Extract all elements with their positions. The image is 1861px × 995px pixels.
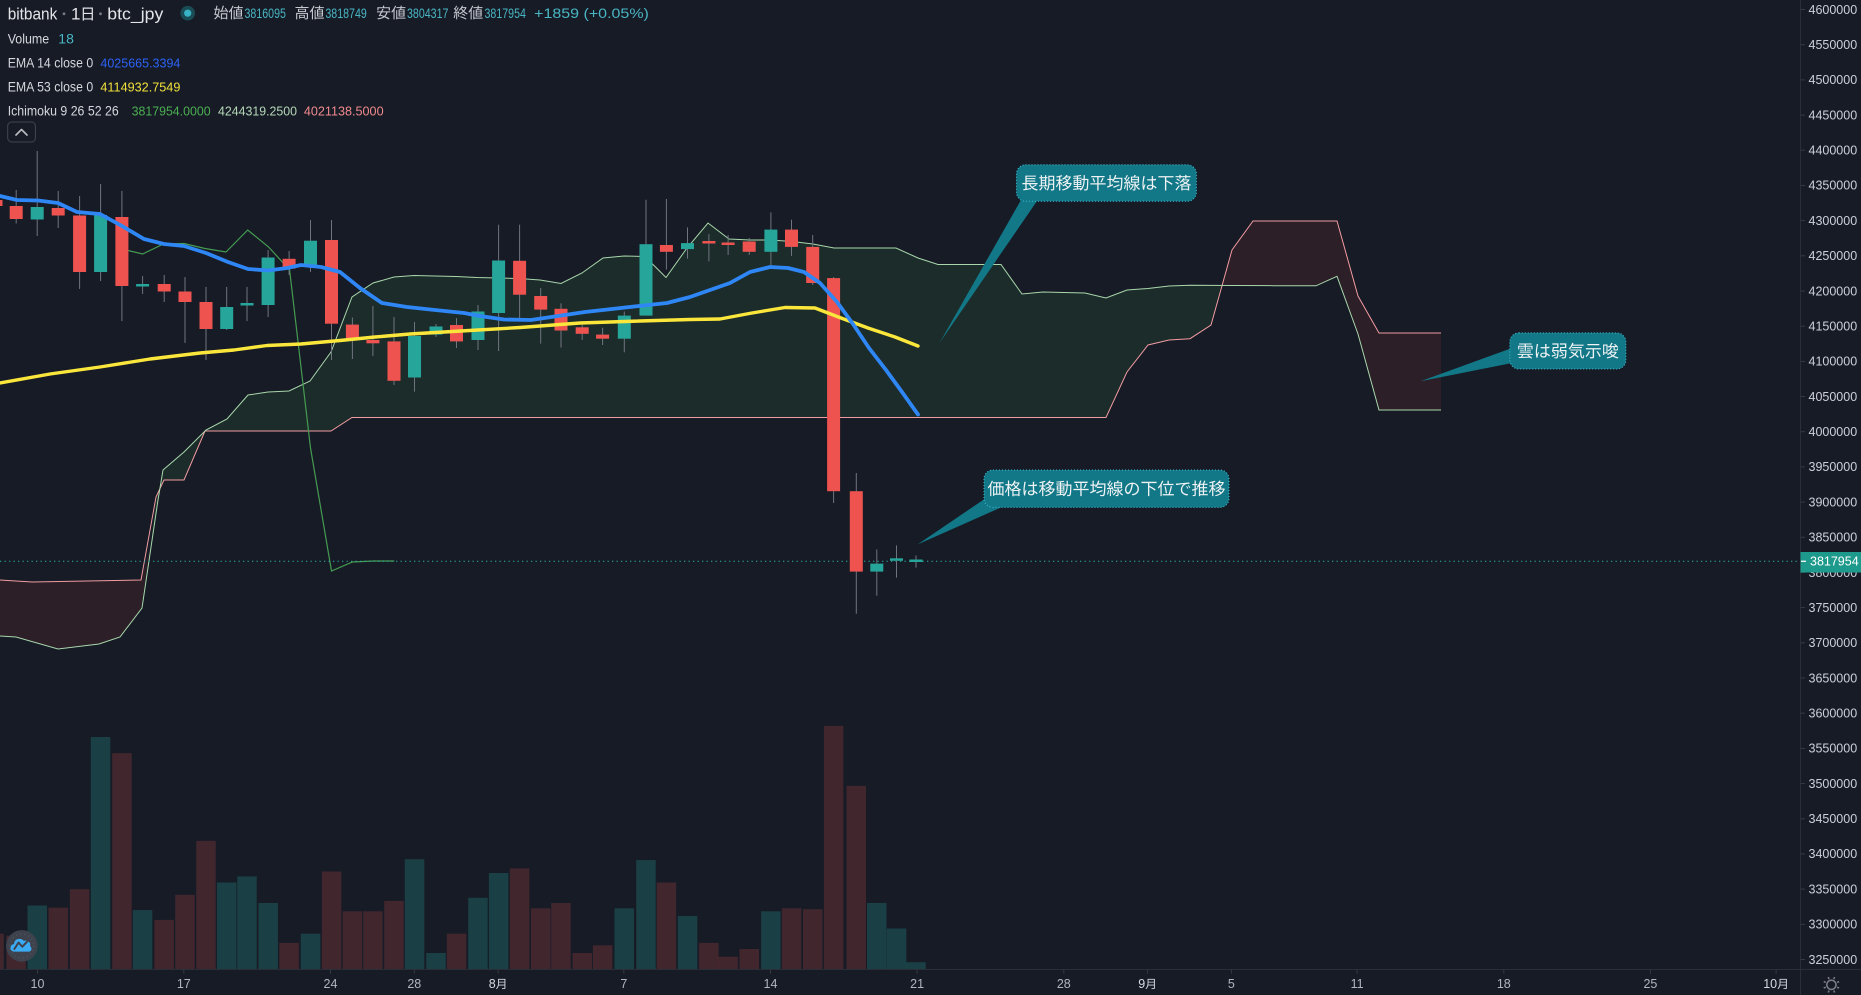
svg-text:21: 21 bbox=[910, 977, 924, 991]
svg-text:18: 18 bbox=[1497, 977, 1511, 991]
svg-text:4244319.2500: 4244319.2500 bbox=[218, 103, 297, 118]
svg-text:3250000: 3250000 bbox=[1809, 953, 1858, 967]
svg-text:3400000: 3400000 bbox=[1809, 847, 1858, 861]
svg-text:3817954.0000: 3817954.0000 bbox=[132, 103, 211, 118]
svg-text:25: 25 bbox=[1643, 977, 1657, 991]
svg-text:10: 10 bbox=[1763, 977, 1777, 991]
svg-text:4025665.3394: 4025665.3394 bbox=[100, 55, 180, 70]
svg-text:3300000: 3300000 bbox=[1809, 918, 1858, 932]
svg-text:4000000: 4000000 bbox=[1809, 425, 1858, 439]
svg-text:3750000: 3750000 bbox=[1809, 601, 1858, 615]
svg-text:4021138.5000: 4021138.5000 bbox=[304, 103, 384, 118]
svg-text:4300000: 4300000 bbox=[1809, 214, 1858, 228]
svg-text:24: 24 bbox=[324, 977, 338, 991]
svg-text:3816095: 3816095 bbox=[245, 6, 287, 21]
svg-text:5: 5 bbox=[1228, 977, 1235, 991]
svg-text:17: 17 bbox=[177, 977, 191, 991]
svg-text:4114932.7549: 4114932.7549 bbox=[100, 79, 180, 94]
svg-text:4100000: 4100000 bbox=[1809, 355, 1858, 369]
svg-text:3850000: 3850000 bbox=[1809, 531, 1858, 545]
svg-text:EMA 14 close 0: EMA 14 close 0 bbox=[8, 54, 94, 70]
svg-text:14: 14 bbox=[764, 977, 778, 991]
svg-text:28: 28 bbox=[407, 977, 421, 991]
svg-text:4150000: 4150000 bbox=[1809, 320, 1858, 334]
svg-text:4400000: 4400000 bbox=[1809, 144, 1858, 158]
svg-text:11: 11 bbox=[1351, 977, 1364, 991]
svg-text:3450000: 3450000 bbox=[1809, 812, 1858, 826]
svg-text:9: 9 bbox=[1138, 977, 1145, 991]
svg-text:btc_jpy: btc_jpy bbox=[107, 5, 164, 24]
svg-text:3500000: 3500000 bbox=[1809, 777, 1858, 791]
svg-text:3350000: 3350000 bbox=[1809, 882, 1858, 896]
svg-text:3804317: 3804317 bbox=[407, 6, 448, 21]
svg-text:7: 7 bbox=[620, 977, 627, 991]
svg-text:4050000: 4050000 bbox=[1809, 390, 1858, 404]
svg-text:4500000: 4500000 bbox=[1809, 73, 1858, 87]
svg-text:4250000: 4250000 bbox=[1809, 249, 1858, 263]
svg-text:3700000: 3700000 bbox=[1809, 636, 1858, 650]
svg-text:3900000: 3900000 bbox=[1809, 495, 1858, 509]
svg-text:28: 28 bbox=[1057, 977, 1071, 991]
svg-text:4600000: 4600000 bbox=[1809, 3, 1858, 17]
svg-text:4350000: 4350000 bbox=[1809, 179, 1858, 193]
svg-text:3817954: 3817954 bbox=[485, 6, 527, 21]
svg-text:4550000: 4550000 bbox=[1809, 38, 1858, 52]
svg-text:4450000: 4450000 bbox=[1809, 108, 1858, 122]
svg-text:10: 10 bbox=[31, 977, 45, 991]
svg-text:18: 18 bbox=[58, 30, 74, 46]
svg-text:+1859 (+0.05%): +1859 (+0.05%) bbox=[534, 6, 649, 21]
svg-text:3600000: 3600000 bbox=[1809, 707, 1858, 721]
svg-text:3550000: 3550000 bbox=[1809, 742, 1858, 756]
svg-text:4200000: 4200000 bbox=[1809, 284, 1858, 298]
svg-text:3950000: 3950000 bbox=[1809, 460, 1858, 474]
svg-text:8: 8 bbox=[489, 977, 496, 991]
svg-text:Ichimoku 9 26 52 26: Ichimoku 9 26 52 26 bbox=[8, 102, 119, 118]
svg-text:Volume: Volume bbox=[8, 30, 50, 46]
svg-text:bitbank: bitbank bbox=[8, 5, 58, 24]
svg-text:EMA 53 close 0: EMA 53 close 0 bbox=[8, 78, 94, 94]
svg-text:3818749: 3818749 bbox=[325, 6, 367, 21]
svg-text:3817954: 3817954 bbox=[1810, 555, 1859, 569]
svg-text:1: 1 bbox=[71, 5, 80, 24]
svg-text:3650000: 3650000 bbox=[1809, 671, 1858, 685]
